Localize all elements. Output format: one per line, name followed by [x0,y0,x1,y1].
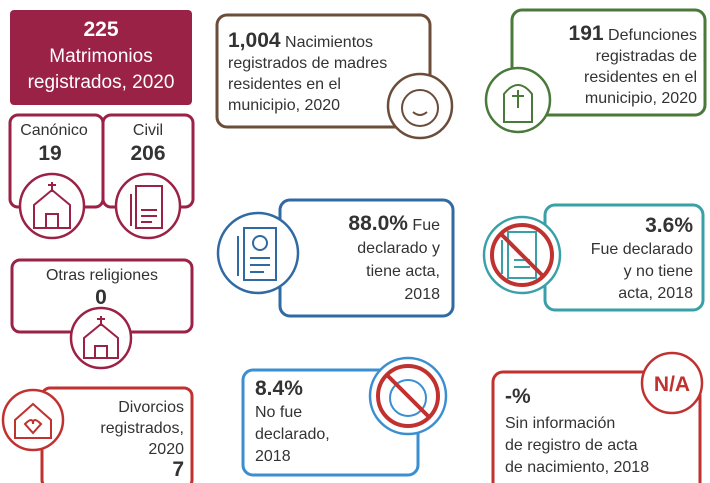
tombstone-icon [484,66,552,134]
church-icon [69,306,133,370]
canonico-label: Canónico [20,122,88,139]
deaths-box [510,8,707,117]
deaths-value: 191 [569,22,604,45]
civil-label: Civil [133,122,163,139]
births-line: 1,004 Nacimientos [228,29,373,52]
declared-with-act-line: 2018 [404,286,440,303]
not-declared-line: 2018 [255,448,291,465]
civil-value: 206 [130,142,165,165]
crossed-baby-icon [368,356,448,436]
deaths-line: registradas de [596,48,697,65]
declared-with-act-line: tiene acta, [366,263,440,280]
canonico-value: 19 [38,142,61,165]
deaths-line: 191 Defunciones [569,22,697,45]
no-info-line: Sin información [505,415,615,432]
births-line: registrados de madres [228,55,387,72]
na-badge [640,351,704,415]
births-box [215,13,432,129]
births-value: 1,004 [228,29,281,52]
no-info-value: -% [505,385,531,408]
baby-icon [386,72,454,140]
not-declared-line: declarado, [255,426,330,443]
births-text: Nacimientos [285,34,373,51]
not-declared-line: No fue [255,404,302,421]
declared-with-act-line: 88.0% Fue [348,212,440,235]
declared-with-act-value: 88.0% [348,212,408,235]
na-badge-text: N/A [654,373,690,396]
broken-heart-icon [1,388,65,452]
otras-label: Otras religiones [46,267,158,284]
divorces-line: Divorcios [118,399,184,416]
certificate-icon [216,211,300,295]
births-line: municipio, 2020 [228,97,340,114]
church-icon [18,172,86,240]
divorces-line: registrados, [100,420,184,437]
declared-with-act-line: declarado y [357,240,440,257]
deaths-line: residentes en el [584,69,697,86]
declared-no-act-line: acta, 2018 [618,285,693,302]
births-line: residentes en el [228,76,341,93]
deaths-text: Defunciones [608,27,697,44]
declared-no-act-value: 3.6% [645,214,693,237]
not-declared-value: 8.4% [255,377,303,400]
no-info-line: de registro de acta [505,437,638,454]
declared-no-act-line: y no tiene [624,263,693,280]
marriages-total: 225 [83,18,118,41]
marriages-line: Matrimonios [49,46,152,67]
divorces-value: 7 [172,458,184,481]
marriages-line: registrados, 2020 [28,72,175,93]
deaths-line: municipio, 2020 [585,90,697,107]
declared-no-act-line: Fue declarado [591,241,693,258]
no-info-line: de nacimiento, 2018 [505,459,649,476]
declared-with-act-text: Fue [412,217,440,234]
divorces-line: 2020 [148,441,184,458]
otras-value: 0 [95,286,107,309]
certificate-icon [114,172,182,240]
marriages-box [10,10,192,105]
crossed-certificate-icon [482,215,562,295]
